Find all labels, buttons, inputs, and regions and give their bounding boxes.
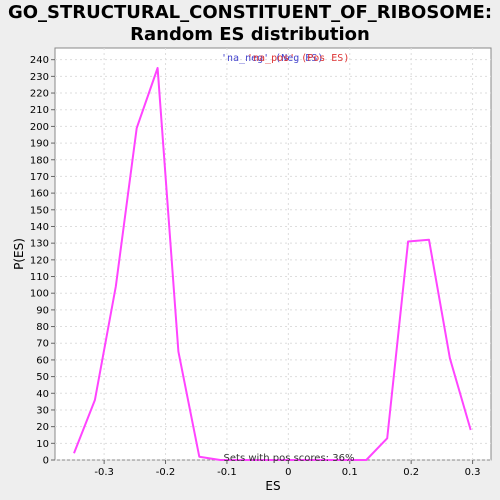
y-tick-label: 200 bbox=[30, 122, 49, 133]
x-tick-label: -0.2 bbox=[156, 467, 176, 478]
y-tick-label: 240 bbox=[30, 55, 49, 66]
legend-pos-label: 'na_pos' (Pos ES) bbox=[247, 53, 349, 64]
y-tick-label: 50 bbox=[36, 372, 49, 383]
x-tick-label: -0.3 bbox=[94, 467, 114, 478]
y-tick-label: 190 bbox=[30, 139, 49, 150]
x-axis-label: ES bbox=[265, 479, 280, 493]
y-tick-label: 150 bbox=[30, 205, 49, 216]
x-tick-label: 0.2 bbox=[403, 467, 419, 478]
y-tick-label: 170 bbox=[30, 172, 49, 183]
y-tick-label: 20 bbox=[36, 422, 49, 433]
y-tick-label: 220 bbox=[30, 89, 49, 100]
x-tick-label: -0.1 bbox=[217, 467, 237, 478]
y-tick-label: 100 bbox=[30, 289, 49, 300]
y-axis-label: P(ES) bbox=[12, 238, 26, 270]
y-tick-label: 0 bbox=[43, 456, 49, 467]
y-tick-label: 10 bbox=[36, 439, 49, 450]
x-tick-label: 0 bbox=[285, 467, 291, 478]
y-tick-label: 60 bbox=[36, 355, 49, 366]
y-tick-label: 80 bbox=[36, 322, 49, 333]
y-tick-label: 120 bbox=[30, 255, 49, 266]
y-tick-label: 160 bbox=[30, 189, 49, 200]
y-tick-label: 90 bbox=[36, 305, 49, 316]
y-tick-label: 210 bbox=[30, 105, 49, 116]
y-tick-label: 30 bbox=[36, 405, 49, 416]
x-tick-label: 0.1 bbox=[342, 467, 358, 478]
y-tick-label: 180 bbox=[30, 155, 49, 166]
y-tick-label: 70 bbox=[36, 339, 49, 350]
x-tick-label: 0.3 bbox=[465, 467, 481, 478]
y-tick-label: 40 bbox=[36, 389, 49, 400]
y-tick-label: 110 bbox=[30, 272, 49, 283]
pos-scores-annotation: Sets with pos scores: 36% bbox=[224, 453, 355, 464]
y-tick-label: 140 bbox=[30, 222, 49, 233]
y-axis-ticks: 0 10 20 30 40 50 60 70 80 90 100 110 120 130 140 150 160… bbox=[30, 55, 55, 466]
y-tick-label: 130 bbox=[30, 239, 49, 250]
y-tick-label: 230 bbox=[30, 72, 49, 83]
